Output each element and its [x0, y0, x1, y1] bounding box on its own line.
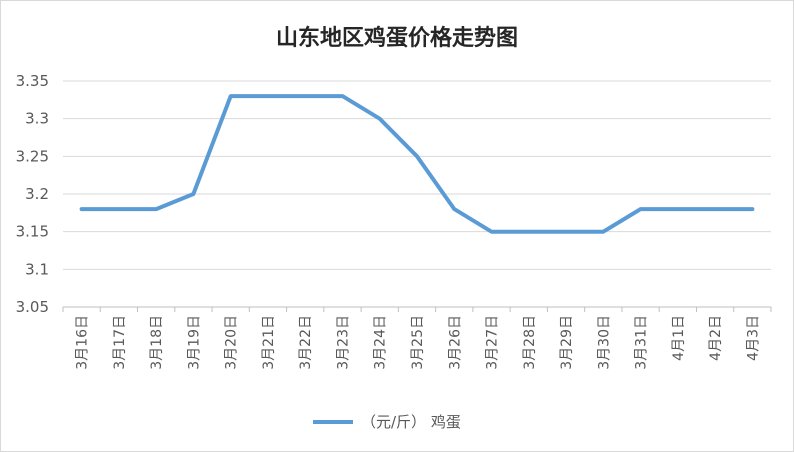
x-tick-label: 3月25日 — [410, 315, 426, 370]
x-tick-label: 3月30日 — [596, 315, 612, 370]
x-tick-label: 3月23日 — [335, 315, 351, 370]
y-tick-label: 3.2 — [25, 185, 49, 203]
x-tick-label: 3月21日 — [261, 315, 277, 370]
y-tick-label: 3.1 — [25, 260, 49, 278]
x-tick-label: 4月1日 — [671, 315, 687, 361]
x-tick-label: 4月2日 — [708, 315, 724, 361]
x-tick-label: 3月16日 — [75, 315, 91, 370]
chart-title: 山东地区鸡蛋价格走势图 — [276, 25, 518, 51]
y-tick-label: 3.25 — [16, 147, 49, 165]
y-tick-label: 3.35 — [16, 72, 49, 90]
x-tick-label: 3月28日 — [522, 315, 538, 370]
series-layer — [79, 94, 755, 234]
legend: （元/斤） 鸡蛋 — [313, 413, 461, 431]
x-tick-label: 3月27日 — [485, 315, 501, 370]
y-axis-ticks: 3.05 3.1 3.15 3.2 3.25 3.3 3.35 — [16, 72, 49, 316]
x-axis-ticks: 3月16日 3月17日 3月18日 3月19日 3月20日 3月21日 3月22日 3月23日… — [75, 315, 762, 370]
x-tick-label: 3月26日 — [447, 315, 463, 370]
x-tick-label: 4月3日 — [745, 315, 761, 361]
gridlines — [62, 80, 772, 312]
x-tick-label: 3月17日 — [112, 315, 128, 370]
series-line — [79, 94, 755, 234]
x-tick-label: 3月31日 — [634, 315, 650, 370]
x-tick-label: 3月19日 — [186, 315, 202, 370]
x-tick-label: 3月22日 — [298, 315, 314, 370]
legend-label: （元/斤） 鸡蛋 — [361, 413, 461, 431]
y-tick-label: 3.15 — [16, 223, 49, 241]
y-tick-label: 3.05 — [16, 298, 49, 316]
x-tick-label: 3月18日 — [149, 315, 165, 370]
x-tick-label: 3月20日 — [224, 315, 240, 370]
y-tick-label: 3.3 — [25, 110, 49, 128]
x-tick-label: 3月29日 — [559, 315, 575, 370]
x-tick-label: 3月24日 — [373, 315, 389, 370]
